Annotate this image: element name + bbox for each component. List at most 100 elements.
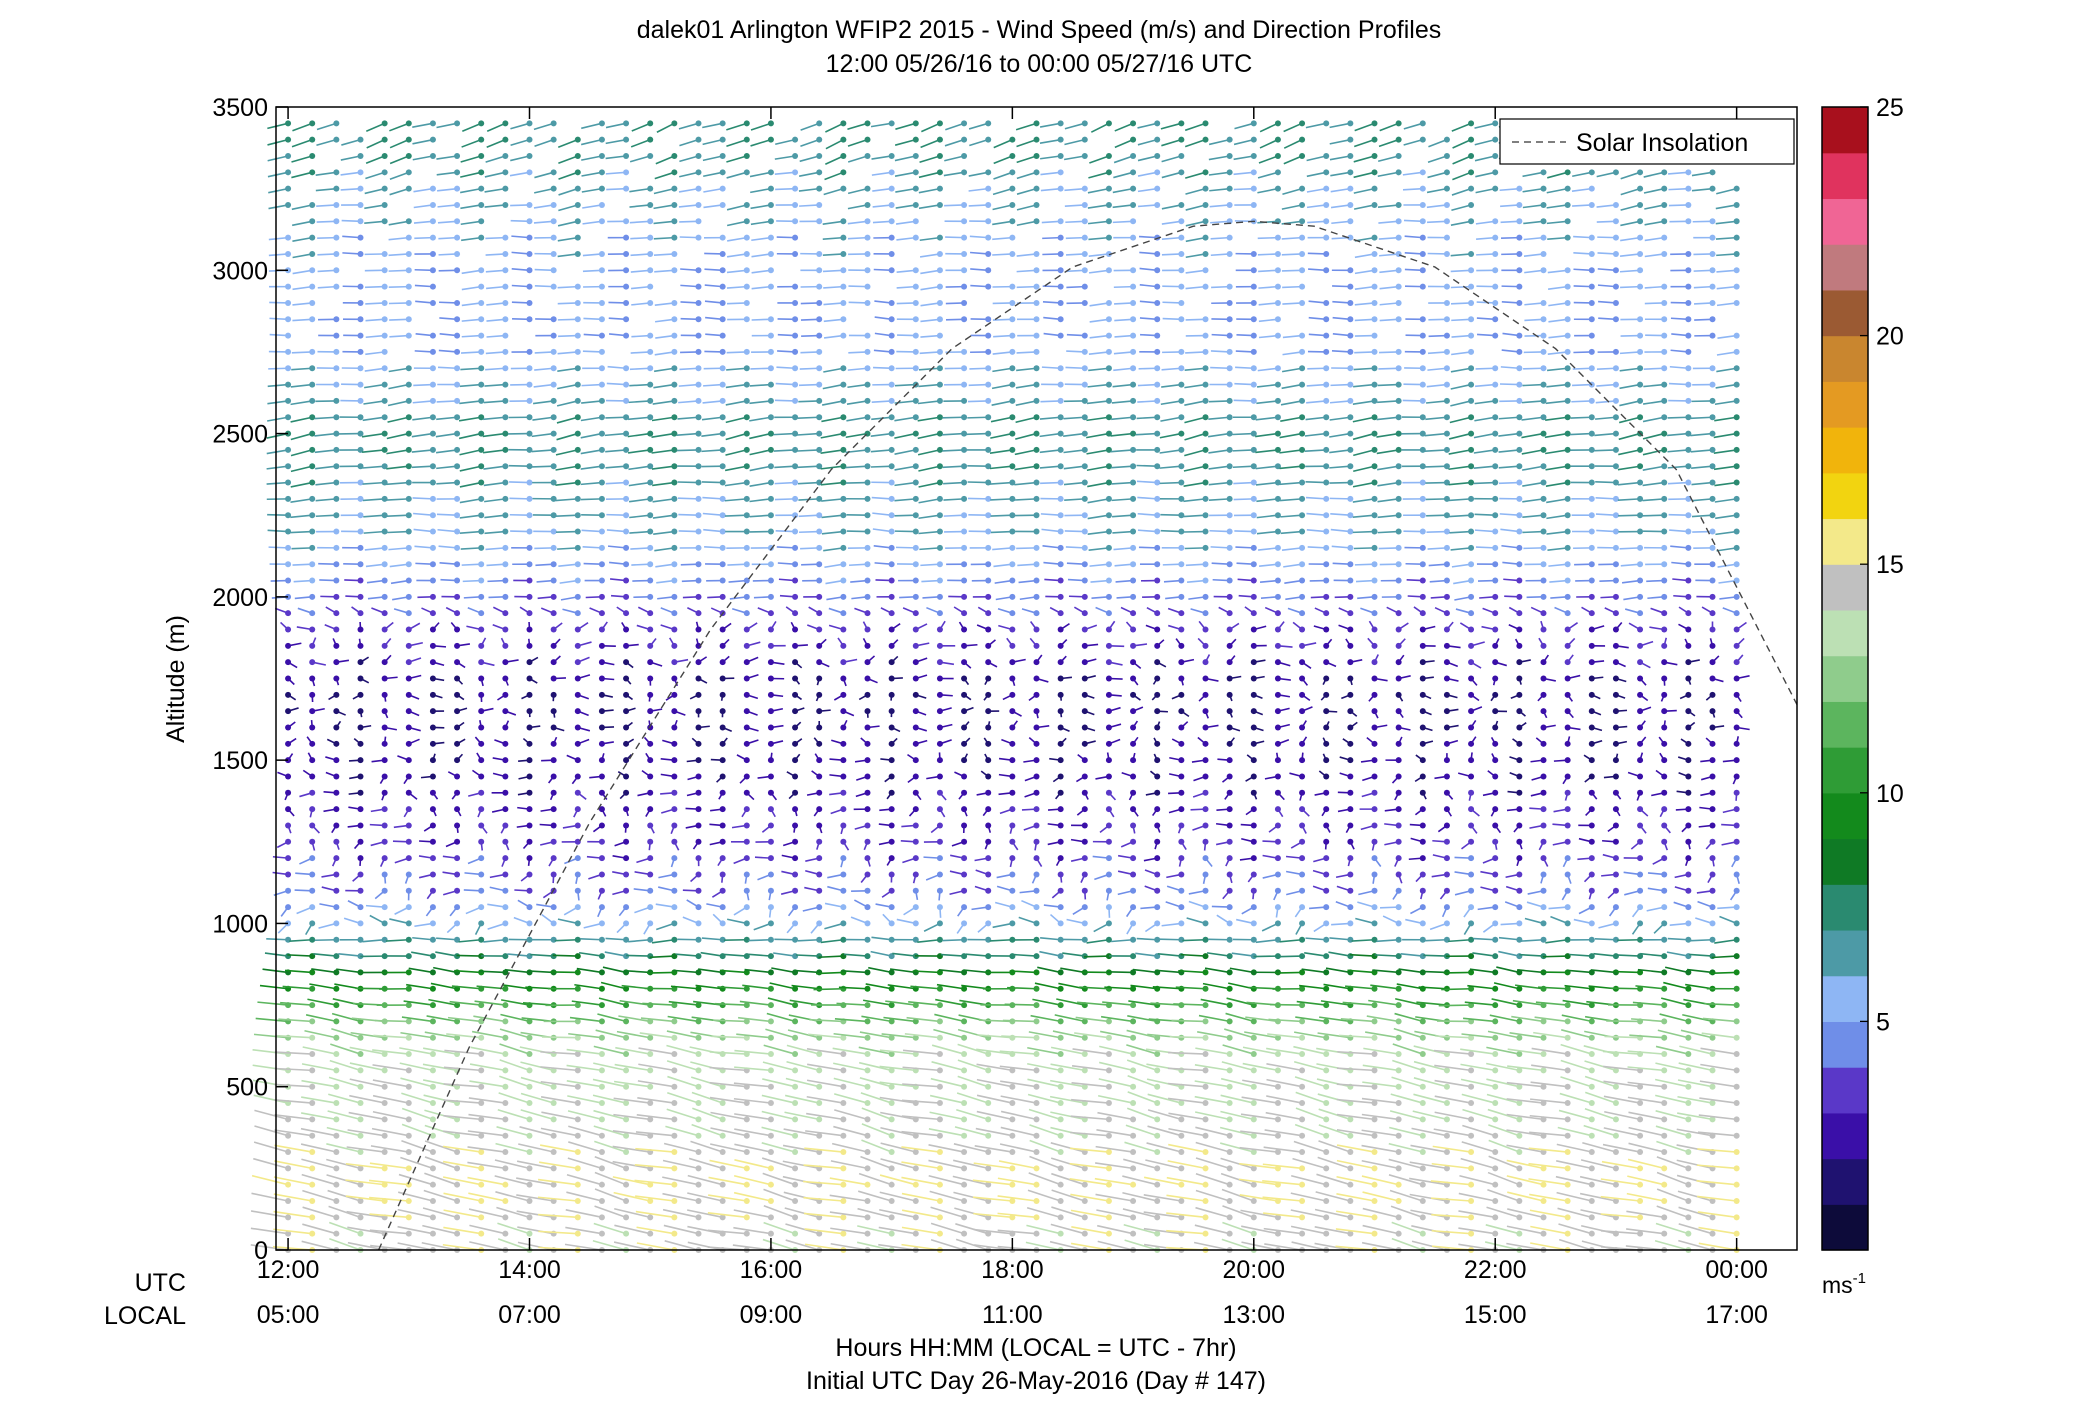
wind-barb <box>581 138 603 146</box>
wind-barb-dot <box>1130 1230 1137 1237</box>
wind-barb-dot <box>961 1051 968 1058</box>
wind-barb-dot <box>574 348 581 355</box>
wind-barb-dot <box>840 740 847 747</box>
wind-barb-dot <box>1009 234 1016 241</box>
wind-barb-dot <box>285 1198 292 1205</box>
wind-barb-dot <box>719 740 726 747</box>
wind-barb-dot <box>647 152 654 159</box>
wind-barb-dot <box>526 152 533 159</box>
wind-barb <box>798 187 820 192</box>
wind-barb-dot <box>864 1002 871 1009</box>
wind-barb <box>785 1223 820 1235</box>
wind-barb <box>389 334 409 338</box>
wind-barb <box>638 1047 675 1055</box>
wind-barb-dot <box>598 659 605 666</box>
wind-barb-dot <box>574 185 581 192</box>
wind-barb-dot <box>1105 904 1112 911</box>
wind-barb-dot <box>1130 1083 1137 1090</box>
wind-barb <box>315 187 337 192</box>
wind-barb <box>710 1111 747 1121</box>
wind-barb-dot <box>405 1100 412 1107</box>
wind-barb-dot <box>767 724 774 731</box>
wind-barb <box>678 530 699 533</box>
wind-barb <box>487 903 506 908</box>
wind-barb-dot <box>478 414 485 421</box>
wind-barb <box>594 1140 627 1153</box>
wind-barb <box>292 563 313 566</box>
wind-barb <box>955 1238 989 1251</box>
wind-barb <box>1040 155 1061 160</box>
wind-barb-dot <box>357 348 364 355</box>
wind-barb-dot <box>888 1100 895 1107</box>
wind-barb-dot <box>429 675 436 682</box>
wind-barb-dot <box>623 1214 630 1221</box>
wind-barb <box>461 138 482 148</box>
wind-barb-dot <box>888 1198 895 1205</box>
wind-barb-dot <box>1130 822 1137 829</box>
wind-barb-dot <box>936 708 943 715</box>
wind-barb-dot <box>574 642 581 649</box>
wind-barb-dot <box>478 283 485 290</box>
wind-barb-dot <box>502 528 509 535</box>
wind-barb <box>879 1174 916 1186</box>
wind-barb-dot <box>792 1002 799 1009</box>
wind-barb-dot <box>912 659 919 666</box>
wind-barb <box>815 971 844 975</box>
wind-barb-dot <box>309 1067 316 1074</box>
wind-barb-dot <box>550 414 557 421</box>
wind-barb-dot <box>309 1230 316 1237</box>
wind-barb-dot <box>598 381 605 388</box>
wind-barb-dot <box>1130 740 1137 747</box>
wind-barb <box>797 449 820 452</box>
wind-barb-dot <box>309 201 316 208</box>
wind-barb-dot <box>647 675 654 682</box>
wind-barb <box>414 236 433 240</box>
wind-barb <box>990 498 1013 501</box>
wind-barb <box>749 432 772 440</box>
wind-barb-dot <box>1081 430 1088 437</box>
wind-barb <box>531 432 554 438</box>
wind-barb <box>566 1173 603 1186</box>
wind-barb-dot <box>1057 1230 1064 1237</box>
wind-barb-dot <box>767 1100 774 1107</box>
wind-barb-dot <box>429 1198 436 1205</box>
wind-barb-dot <box>526 430 533 437</box>
wind-barb <box>485 269 506 273</box>
wind-barb-dot <box>526 1230 533 1237</box>
wind-barb-dot <box>1154 936 1161 943</box>
wind-barb-dot <box>478 316 485 323</box>
wind-barb <box>856 1241 892 1251</box>
wind-barb-dot <box>405 659 412 666</box>
wind-barb-dot <box>333 1214 340 1221</box>
wind-barb-dot <box>285 740 292 747</box>
wind-barb-dot <box>719 822 726 829</box>
wind-barb <box>847 204 868 210</box>
wind-barb <box>301 1096 337 1104</box>
wind-barb-dot <box>888 267 895 274</box>
wind-barb <box>250 1210 289 1219</box>
wind-barb-dot <box>526 1165 533 1172</box>
wind-barb-dot <box>936 610 943 617</box>
wind-barb-dot <box>309 234 316 241</box>
wind-barb-dot <box>1033 430 1040 437</box>
wind-barb-dot <box>936 985 943 992</box>
wind-barb-dot <box>429 1051 436 1058</box>
wind-barb-dot <box>864 283 871 290</box>
wind-barb <box>957 1043 989 1055</box>
wind-barb-dot <box>574 887 581 894</box>
wind-barb-dot <box>1105 871 1112 878</box>
wind-barb-dot <box>671 920 678 927</box>
wind-barb <box>991 400 1013 406</box>
wind-barb-dot <box>1057 936 1064 943</box>
wind-barb-dot <box>767 1230 774 1237</box>
wind-barb <box>412 138 434 145</box>
wind-barb-dot <box>1057 250 1064 257</box>
wind-barb-dot <box>309 773 316 780</box>
wind-barb <box>557 138 579 149</box>
wind-barb-dot <box>961 642 968 649</box>
wind-barb-dot <box>888 463 895 470</box>
wind-barb-dot <box>381 1181 388 1188</box>
wind-barb <box>753 922 772 931</box>
wind-barb-dot <box>985 1018 992 1025</box>
wind-barb-dot <box>550 430 557 437</box>
